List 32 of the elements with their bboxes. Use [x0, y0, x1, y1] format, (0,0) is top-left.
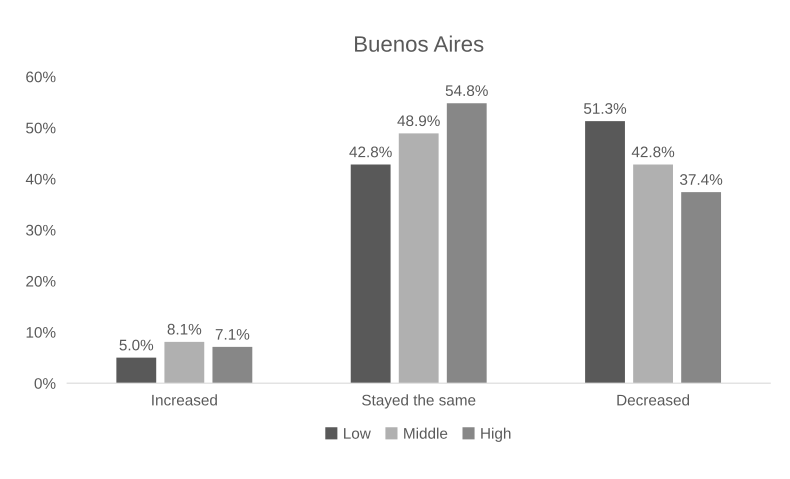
data-label: 48.9%	[397, 115, 440, 126]
x-tick-label: Increased	[152, 394, 217, 406]
y-tick-label: 20%	[26, 276, 56, 287]
y-tick-label: 50%	[26, 122, 56, 134]
y-tick-label: 30%	[26, 224, 56, 236]
bar	[633, 164, 673, 384]
data-label: 37.4%	[680, 174, 722, 185]
legend-label: High	[481, 428, 510, 442]
chart-title: Buenos Aires	[355, 36, 484, 52]
bar	[350, 164, 391, 384]
data-label: 51.3%	[584, 103, 626, 114]
x-tick-label: Stayed the same	[362, 394, 476, 409]
y-tick-label: 60%	[26, 72, 56, 82]
bar	[116, 358, 156, 384]
data-label: 54.8%	[446, 85, 488, 96]
legend-label: Middle	[404, 428, 448, 439]
bar	[398, 133, 439, 384]
bar	[446, 103, 487, 384]
x-tick-label: Decreased	[617, 394, 690, 406]
data-label: 42.8%	[349, 146, 392, 158]
data-label: 42.8%	[632, 146, 674, 158]
data-label: 5.0%	[119, 340, 154, 350]
y-tick-label: 40%	[26, 174, 56, 185]
bar	[681, 192, 722, 384]
bar	[164, 342, 204, 384]
bar	[585, 121, 625, 384]
y-tick-label: 10%	[26, 326, 56, 338]
data-label: 7.1%	[216, 328, 250, 340]
bar	[212, 346, 252, 384]
data-label: 8.1%	[168, 324, 202, 335]
y-tick-label: 0%	[34, 378, 56, 389]
legend-label: Low	[344, 428, 371, 439]
